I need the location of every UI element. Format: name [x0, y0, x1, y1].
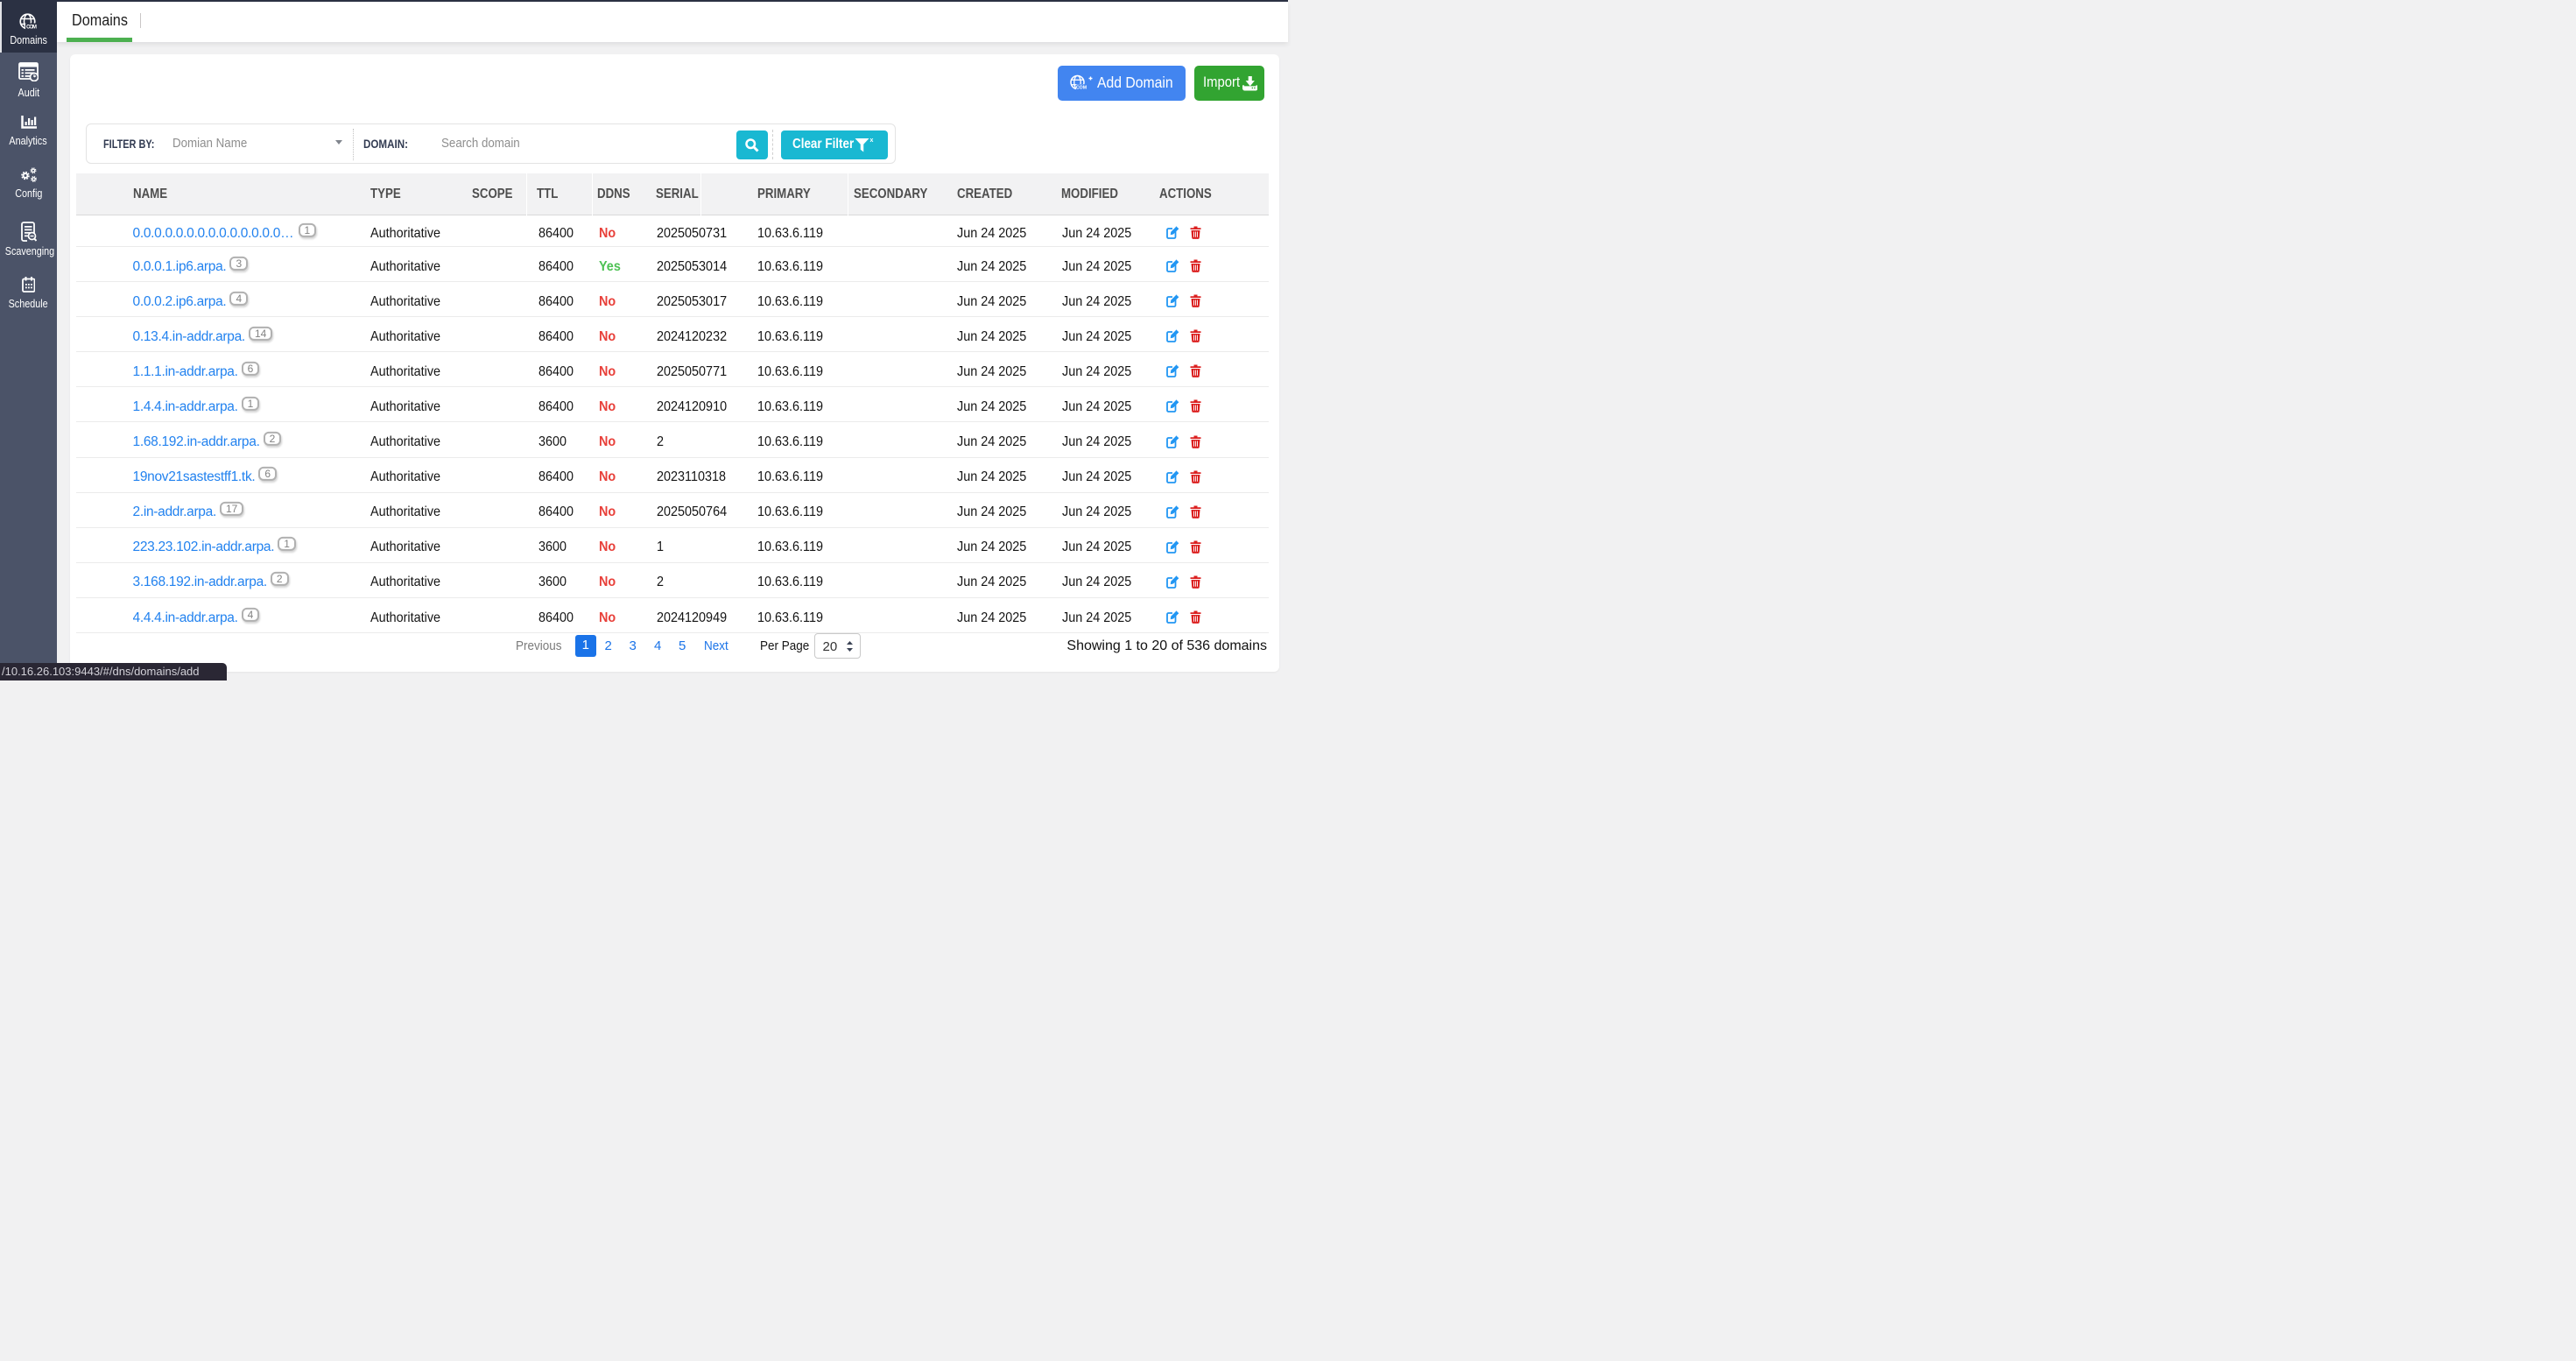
svg-text:x: x — [869, 138, 873, 144]
svg-text:COM: COM — [1075, 85, 1087, 90]
svg-text:COM: COM — [26, 25, 37, 30]
